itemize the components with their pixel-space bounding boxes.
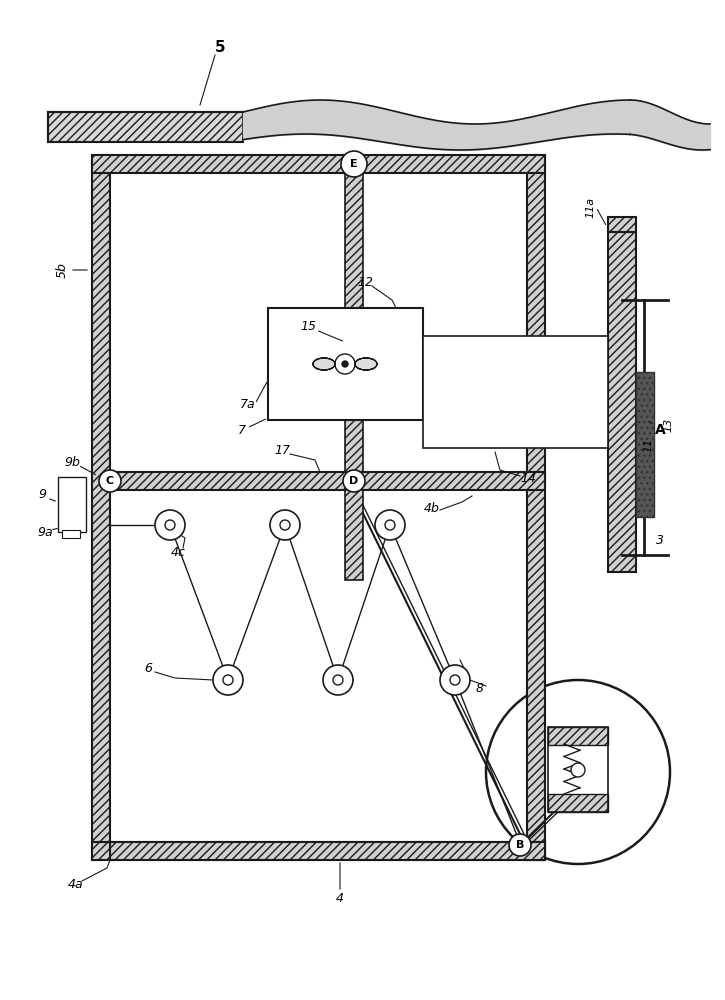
Bar (48, 112, 243, 142)
Text: B: B (515, 840, 524, 850)
Circle shape (335, 354, 355, 374)
Circle shape (343, 470, 365, 492)
Text: 9: 9 (38, 488, 46, 502)
Circle shape (270, 510, 300, 540)
Text: A: A (655, 423, 666, 437)
Bar (527, 155, 545, 860)
Text: 9a: 9a (37, 526, 53, 538)
Circle shape (342, 361, 348, 367)
Text: C: C (106, 476, 114, 486)
Circle shape (509, 834, 531, 856)
Circle shape (440, 665, 470, 695)
Text: 15: 15 (300, 320, 316, 334)
Text: 13: 13 (663, 418, 673, 432)
Text: 14: 14 (520, 472, 536, 485)
Bar (423, 336, 608, 448)
Circle shape (341, 151, 367, 177)
Bar (548, 794, 608, 812)
Circle shape (155, 510, 185, 540)
Text: 12: 12 (357, 275, 373, 288)
Circle shape (385, 520, 395, 530)
Circle shape (99, 470, 121, 492)
Circle shape (375, 510, 405, 540)
Circle shape (223, 675, 233, 685)
Polygon shape (313, 358, 335, 370)
Text: 11a: 11a (585, 196, 595, 218)
Bar (608, 232, 636, 572)
Text: 4: 4 (336, 892, 344, 904)
Text: E: E (350, 159, 358, 169)
Text: 7a: 7a (240, 398, 256, 412)
Circle shape (165, 520, 175, 530)
Text: 9b: 9b (64, 456, 80, 468)
Circle shape (450, 675, 460, 685)
Circle shape (571, 763, 585, 777)
Text: 8: 8 (476, 682, 484, 694)
Bar (548, 727, 608, 812)
Text: 5b: 5b (56, 262, 68, 278)
Polygon shape (355, 358, 377, 370)
Bar (58, 477, 86, 532)
Text: 4b: 4b (424, 502, 440, 514)
Bar (268, 308, 423, 420)
Text: 6: 6 (144, 662, 152, 674)
Circle shape (323, 665, 353, 695)
Bar (110, 842, 545, 860)
Bar (92, 155, 545, 173)
Bar (345, 490, 363, 580)
Circle shape (486, 680, 670, 864)
Bar (548, 727, 608, 745)
Circle shape (280, 520, 290, 530)
Bar (92, 842, 545, 860)
Bar (62, 530, 80, 538)
Text: 4a: 4a (68, 879, 84, 892)
Circle shape (333, 675, 343, 685)
Text: 3: 3 (656, 534, 664, 546)
Text: 7: 7 (238, 424, 246, 436)
Text: 11: 11 (643, 438, 653, 452)
Text: 5: 5 (215, 40, 225, 55)
Bar (636, 372, 654, 517)
Text: 17: 17 (274, 444, 290, 456)
Bar (92, 155, 110, 860)
Bar (608, 217, 636, 232)
Text: 4c: 4c (170, 546, 186, 560)
Circle shape (213, 665, 243, 695)
Bar (345, 173, 363, 472)
Text: D: D (349, 476, 359, 486)
Bar (110, 472, 545, 490)
